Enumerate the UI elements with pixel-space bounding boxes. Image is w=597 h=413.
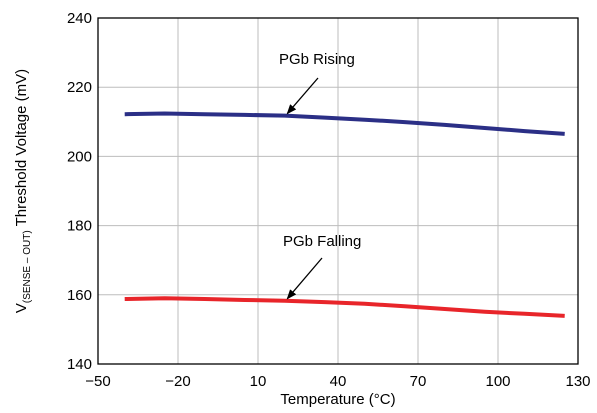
y-tick-label: 180: [67, 218, 92, 235]
y-tick-label: 220: [67, 79, 92, 96]
x-tick-label: 130: [565, 373, 590, 390]
annotation-pgb-falling: PGb Falling: [283, 233, 361, 250]
annotation-pgb-rising: PGb Rising: [279, 51, 355, 68]
series-line-pgb-rising: [124, 111, 565, 136]
x-tick-label: −20: [165, 373, 190, 390]
annotations: PGb Rising PGb Falling: [279, 51, 361, 300]
annotation-arrow-rising: [286, 77, 319, 115]
plot-frame: [97, 17, 579, 365]
grid: [98, 18, 578, 364]
y-axis-title: V(SENSE – OUT) Threshold Voltage (mV): [13, 69, 33, 313]
y-axis-title-suffix: Threshold Voltage (mV): [13, 69, 30, 230]
y-tick-label: 240: [67, 10, 92, 27]
annotation-arrow-falling: [286, 257, 323, 300]
y-tick-label: 200: [67, 148, 92, 165]
x-tick-label: 40: [330, 373, 347, 390]
x-tick-label: 100: [485, 373, 510, 390]
y-tick-label: 140: [67, 356, 92, 373]
x-tick-label: 70: [410, 373, 427, 390]
series-line-pgb-falling: [124, 296, 565, 318]
tick-labels: −50 −20 10 40 70 100 130 140 160 180 200 220 240: [67, 10, 591, 390]
y-tick-label: 160: [67, 287, 92, 304]
x-tick-label: 10: [250, 373, 267, 390]
series-group: [124, 111, 565, 318]
x-axis-title: Temperature (°C): [280, 391, 395, 408]
y-axis-title-subscript: (SENSE – OUT): [22, 230, 33, 303]
y-axis-title-prefix: V: [13, 303, 30, 313]
x-tick-label: −50: [85, 373, 110, 390]
